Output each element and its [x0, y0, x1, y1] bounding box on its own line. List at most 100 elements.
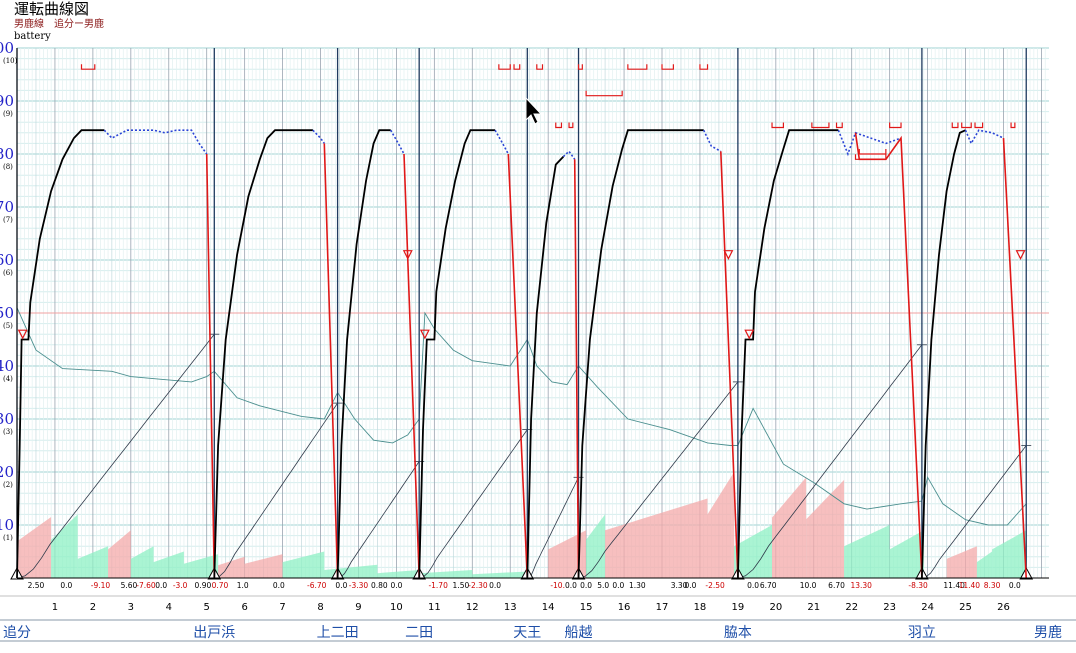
y-tick-label: 10 [0, 516, 14, 534]
x-tick-label: 16 [618, 602, 631, 613]
gradient-label: 11.40 [959, 581, 981, 590]
gradient-label: 5.0 [597, 581, 609, 590]
speed-limit-bracket [568, 122, 574, 129]
gradient-label: 6.70 [760, 581, 777, 590]
power-curve [16, 129, 105, 579]
speed-limit-layer [80, 64, 1016, 160]
brake-point-marker [419, 329, 430, 340]
elevation-area [218, 556, 245, 578]
power-curve [336, 129, 391, 579]
x-tick-label: 11 [428, 602, 441, 613]
power-curve [213, 129, 313, 579]
brake-curve [323, 143, 339, 579]
x-tick-label: 23 [883, 602, 896, 613]
station-label: 男鹿 [1034, 624, 1062, 641]
gradient-label: -2.30 [468, 581, 488, 590]
speed-limit-bracket [771, 122, 785, 129]
station-label: 二田 [405, 625, 433, 641]
gradient-label: 0.90 [195, 581, 212, 590]
brake-point-marker [744, 329, 755, 340]
x-tick-label: 5 [204, 602, 210, 613]
y-tick-label-secondary: (6) [3, 269, 13, 277]
elevation-area [51, 514, 78, 578]
elevation-area [992, 530, 1027, 578]
x-tick-label: 22 [845, 602, 858, 613]
power-curve [921, 129, 966, 579]
speed-limit-bracket [889, 122, 902, 129]
gradient-label: 6.70 [828, 581, 845, 590]
speed-curves-layer [16, 129, 1027, 579]
gradient-label: 0.0 [684, 581, 696, 590]
gradient-label: 0.0 [612, 581, 624, 590]
coast-curve [964, 129, 1004, 146]
speed-limit-bracket [661, 64, 674, 70]
brake-curve [507, 153, 529, 579]
gradient-label: 0.0 [747, 581, 759, 590]
speed-limit-bracket [513, 64, 521, 70]
y-tick-label: 30 [0, 410, 14, 428]
y-tick-label: 40 [0, 357, 14, 375]
y-tick-label-secondary: (4) [3, 375, 13, 383]
brake-curve [403, 153, 420, 579]
elevation-area [108, 530, 131, 578]
y-tick-label: 80 [0, 145, 14, 163]
mode-label: battery [14, 31, 51, 42]
power-curve [737, 129, 839, 579]
gradient-label: 3.30 [671, 581, 688, 590]
station-label: 上二田 [317, 625, 359, 641]
speed-limit-bracket [699, 64, 709, 70]
speed-limit-bracket [951, 122, 959, 129]
time-curve [16, 333, 215, 579]
coast-curve [702, 129, 722, 153]
elevation-area [806, 479, 845, 578]
time-curve [921, 445, 1027, 579]
brake-point-marker [17, 329, 28, 340]
gradient-label: 0.0 [335, 581, 347, 590]
x-tick-label: 9 [355, 602, 361, 613]
y-tick-label: 20 [0, 463, 14, 481]
speed-limit-bracket [577, 64, 583, 70]
x-tick-label: 8 [317, 602, 323, 613]
brake-point-marker [402, 250, 413, 261]
station-label: 船越 [565, 625, 593, 641]
power-curve [577, 129, 704, 579]
y-tick-label-secondary: (7) [3, 216, 13, 224]
speed-limit-bracket [585, 90, 623, 97]
x-tick-label: 17 [656, 602, 669, 613]
brake-point-marker [723, 250, 734, 261]
elevation-area [772, 477, 807, 578]
gradient-label: 0.0 [489, 581, 501, 590]
gradient-label: 0.0 [273, 581, 285, 590]
station-label: 追分 [3, 625, 31, 641]
gradient-label: -2.50 [705, 581, 725, 590]
elevation-area [153, 551, 184, 578]
elevation-area [548, 530, 587, 578]
gradient-label: -3.0 [173, 581, 188, 590]
elevation-area [946, 546, 977, 578]
x-tick-label: 18 [694, 602, 707, 613]
time-curves-layer [16, 333, 1032, 579]
y-tick-label: 50 [0, 304, 14, 322]
x-tick-label: 10 [390, 602, 403, 613]
x-tick-label: 6 [241, 602, 247, 613]
x-tick-label: 21 [807, 602, 820, 613]
gradient-label: 0.0 [60, 581, 72, 590]
gradient-label: 0.0 [155, 581, 167, 590]
elevation-area [17, 517, 52, 578]
y-tick-label-secondary: (8) [3, 163, 13, 171]
speed-limit-bracket [961, 122, 972, 129]
chart-header: 運転曲線図 男鹿線 追分ー男鹿 battery [14, 0, 104, 42]
brake-point-marker [1015, 250, 1026, 261]
elevation-area [472, 571, 526, 578]
station-label: 脇本 [724, 625, 752, 641]
x-tick-label: 1 [52, 602, 58, 613]
elevation-area [130, 546, 154, 578]
gradient-label: -7.60 [136, 581, 156, 590]
speed-limit-bracket [498, 64, 511, 70]
elevation-area [707, 472, 735, 578]
elevation-area [889, 530, 924, 578]
time-curve [737, 344, 923, 579]
power-curve [526, 155, 565, 579]
speed-limit-bracket [835, 122, 843, 129]
